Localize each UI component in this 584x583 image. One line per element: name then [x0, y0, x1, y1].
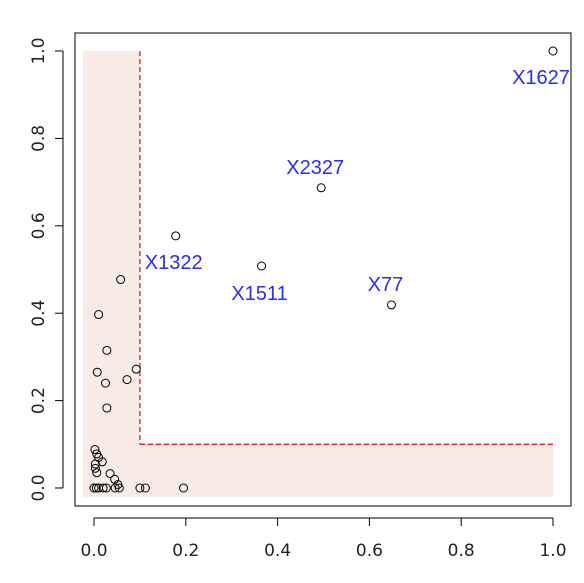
data-point	[102, 403, 112, 413]
data-point	[89, 483, 99, 493]
shaded-region	[83, 51, 553, 497]
point-label: X2327	[286, 157, 344, 179]
y-tick-label: 0.6	[29, 212, 49, 239]
data-point	[98, 483, 108, 493]
x-tick-label: 0.8	[448, 541, 475, 561]
data-point	[140, 483, 150, 493]
data-point	[100, 378, 110, 388]
x-tick-label: 0.0	[80, 541, 107, 561]
y-axis: 0.0 0.2 0.4 0.6 0.8 1.0	[29, 37, 64, 502]
data-point	[102, 345, 112, 355]
data-point	[135, 483, 145, 493]
shaded-region-vertical	[83, 51, 140, 497]
x-axis: 0.0 0.2 0.4 0.6 0.8 1.0	[80, 517, 567, 561]
data-point	[548, 46, 558, 56]
data-point	[257, 261, 267, 271]
x-tick-label: 0.2	[172, 541, 199, 561]
data-point	[90, 463, 100, 473]
plot-frame	[74, 32, 572, 507]
shaded-region-horizontal	[139, 444, 553, 497]
point-label: X1322	[145, 252, 203, 274]
data-point	[92, 367, 102, 377]
data-point	[94, 310, 104, 320]
y-tick-label: 0.4	[29, 300, 49, 327]
data-point	[110, 474, 120, 484]
data-point	[179, 483, 189, 493]
point-label: X77	[368, 274, 404, 296]
x-tick-label: 1.0	[539, 541, 566, 561]
data-point	[114, 483, 124, 493]
data-point	[386, 300, 396, 310]
data-point	[92, 468, 102, 478]
point-label: X1511	[231, 283, 287, 305]
data-point	[91, 483, 101, 493]
data-point	[90, 445, 100, 455]
x-tick-label: 0.4	[264, 541, 291, 561]
data-points	[89, 46, 558, 493]
y-tick-label: 0.2	[29, 387, 49, 414]
threshold-lines	[139, 51, 553, 445]
data-point	[171, 231, 181, 241]
x-tick-label: 0.6	[356, 541, 383, 561]
data-point	[122, 375, 132, 385]
point-label: X1627	[512, 67, 570, 89]
data-point	[90, 459, 100, 469]
y-tick-label: 1.0	[29, 37, 49, 64]
data-point	[116, 275, 126, 285]
point-labels: X1627 X2327 X1322 X1511 X77	[145, 67, 570, 305]
data-point	[101, 483, 111, 493]
data-point	[110, 483, 120, 493]
data-point	[97, 457, 107, 467]
data-point	[316, 183, 326, 193]
data-point	[105, 469, 115, 479]
y-tick-label: 0.8	[29, 125, 49, 152]
y-tick-label: 0.0	[29, 474, 49, 501]
data-point	[131, 364, 141, 374]
